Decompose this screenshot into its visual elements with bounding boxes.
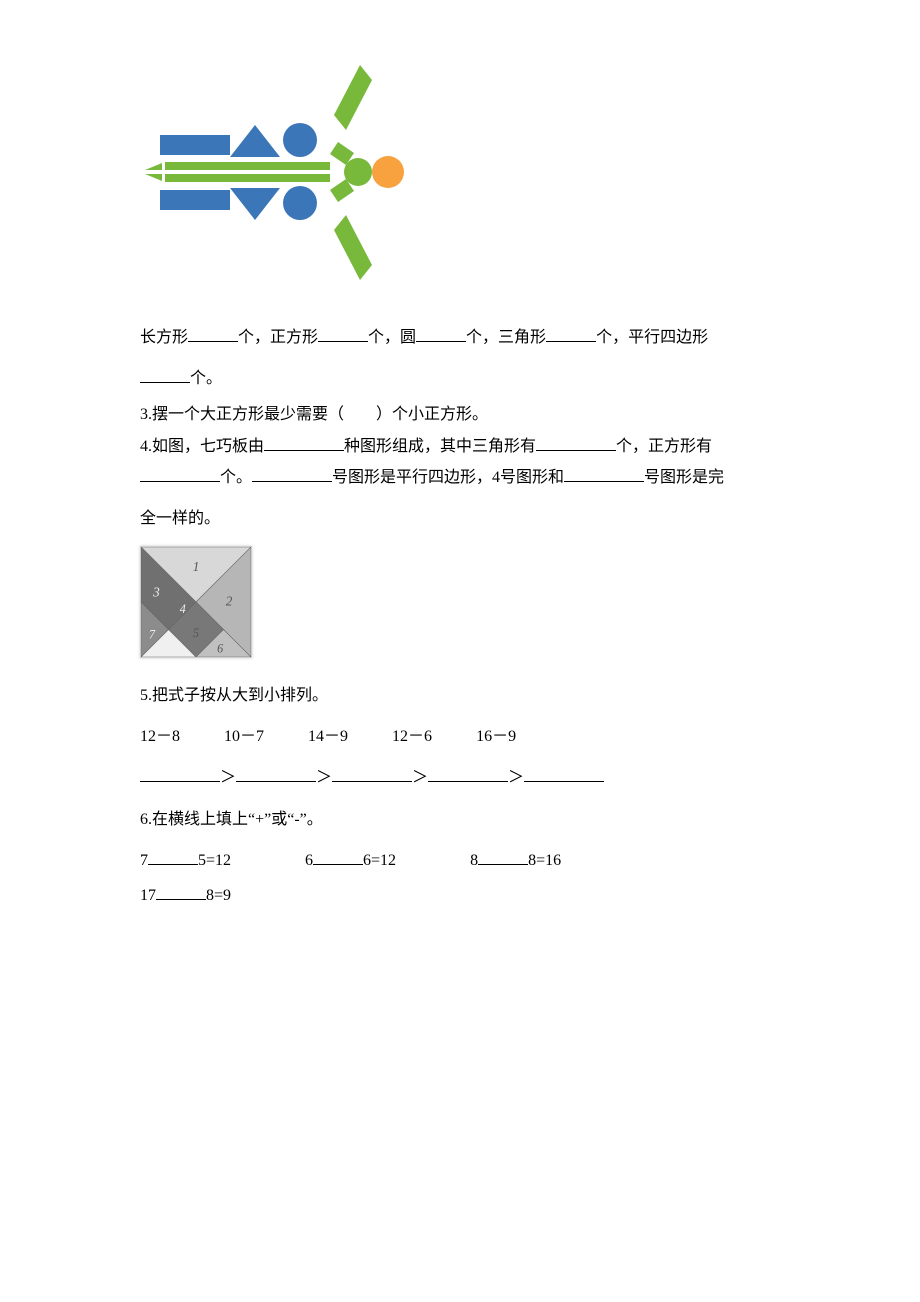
q4-line1: 4.如图，七巧板由 种图形组成，其中三角形有 个，正方形有 [140, 434, 780, 460]
parallelogram-shape [334, 215, 372, 280]
eq-part: 5=12 [198, 852, 231, 869]
gt-symbol: ＞ [412, 769, 428, 786]
q6-eq: 8 8=16 [470, 843, 561, 878]
eq-part: 8 [470, 852, 478, 869]
shapes-svg [140, 50, 410, 300]
q5-expr: 12－8 [140, 719, 180, 754]
q4-text: 个，正方形有 [616, 438, 712, 455]
q5-expressions: 12－8 10－7 14－9 12－6 16－9 [140, 719, 780, 754]
circle-shape [283, 123, 317, 157]
q4-text: 4.如图，七巧板由 [140, 438, 264, 455]
gt-symbol: ＞ [316, 769, 332, 786]
tangram-label: 6 [217, 642, 223, 656]
q2-text: 个。 [190, 370, 222, 387]
q5-expr: 16－9 [476, 719, 516, 754]
tangram-label: 1 [193, 559, 200, 574]
q5-title: 5.把式子按从大到小排列。 [140, 678, 780, 713]
gt-symbol: ＞ [220, 769, 236, 786]
q2-line2: 个。 [140, 361, 780, 396]
blank-input[interactable] [536, 434, 616, 451]
q2-line1: 长方形 个，正方形 个，圆 个，三角形 个，平行四边形 [140, 320, 780, 355]
rectangle-shape [160, 135, 230, 155]
triangle-shape [230, 125, 280, 157]
tangram-label: 3 [152, 584, 160, 599]
blank-input[interactable] [140, 366, 190, 383]
q4-text: 号图形是完 [644, 469, 724, 486]
triangle-shape [145, 163, 162, 170]
blank-input[interactable] [546, 325, 596, 342]
q6-equations: 7 5=12 6 6=12 8 8=16 17 8=9 [140, 843, 780, 913]
q2-text: 长方形 [140, 329, 188, 346]
blank-input[interactable] [313, 848, 363, 865]
q4-text: 种图形组成，其中三角形有 [344, 438, 536, 455]
eq-part: 6=12 [363, 852, 396, 869]
gt-symbol: ＞ [508, 769, 524, 786]
q6-eq: 6 6=12 [305, 843, 396, 878]
circle-shape [344, 158, 372, 186]
blank-input[interactable] [156, 883, 206, 900]
blank-input[interactable] [140, 465, 220, 482]
circle-shape [283, 186, 317, 220]
tangram-label: 5 [193, 626, 199, 640]
tangram-label: 2 [226, 593, 233, 608]
q3-text: 3.摆一个大正方形最少需要（ ）个小正方形。 [140, 402, 780, 428]
q5-order-row: ＞ ＞ ＞ ＞ [140, 760, 780, 795]
q5-expr: 10－7 [224, 719, 264, 754]
blank-input[interactable] [524, 765, 604, 782]
rectangle-shape [160, 190, 230, 210]
blank-input[interactable] [318, 325, 368, 342]
circle-shape [372, 156, 404, 188]
blank-input[interactable] [564, 465, 644, 482]
parallelogram-shape [334, 65, 372, 130]
rectangle-shape [165, 174, 330, 182]
q4-line2: 个。 号图形是平行四边形，4号图形和 号图形是完 [140, 460, 780, 495]
eq-part: 8=16 [528, 852, 561, 869]
q4-line3: 全一样的。 [140, 501, 780, 536]
q2-text: 个，平行四边形 [596, 329, 708, 346]
q4-text: 号图形是平行四边形，4号图形和 [332, 469, 564, 486]
blank-input[interactable] [416, 325, 466, 342]
q5-expr: 14－9 [308, 719, 348, 754]
tangram-svg: 1 2 3 4 5 6 7 [141, 547, 251, 657]
triangle-shape [145, 174, 162, 181]
q4-text: 个。 [220, 469, 252, 486]
shapes-composite-figure [140, 50, 410, 300]
blank-input[interactable] [332, 765, 412, 782]
tangram-label: 4 [180, 602, 186, 616]
blank-input[interactable] [252, 465, 332, 482]
q6-title: 6.在横线上填上“+”或“-”。 [140, 802, 780, 837]
tangram-label: 7 [149, 627, 156, 641]
q6-eq: 17 8=9 [140, 878, 231, 913]
rectangle-shape [165, 162, 330, 170]
blank-input[interactable] [236, 765, 316, 782]
blank-input[interactable] [428, 765, 508, 782]
eq-part: 6 [305, 852, 313, 869]
blank-input[interactable] [148, 848, 198, 865]
q2-text: 个，正方形 [238, 329, 318, 346]
eq-part: 17 [140, 887, 156, 904]
q5-expr: 12－6 [392, 719, 432, 754]
q2-text: 个，三角形 [466, 329, 546, 346]
q2-text: 个，圆 [368, 329, 416, 346]
blank-input[interactable] [264, 434, 344, 451]
triangle-shape [230, 188, 280, 220]
eq-part: 8=9 [206, 887, 231, 904]
blank-input[interactable] [478, 848, 528, 865]
blank-input[interactable] [188, 325, 238, 342]
blank-input[interactable] [140, 765, 220, 782]
tangram-figure: 1 2 3 4 5 6 7 [140, 546, 252, 658]
q6-eq: 7 5=12 [140, 843, 231, 878]
eq-part: 7 [140, 852, 148, 869]
